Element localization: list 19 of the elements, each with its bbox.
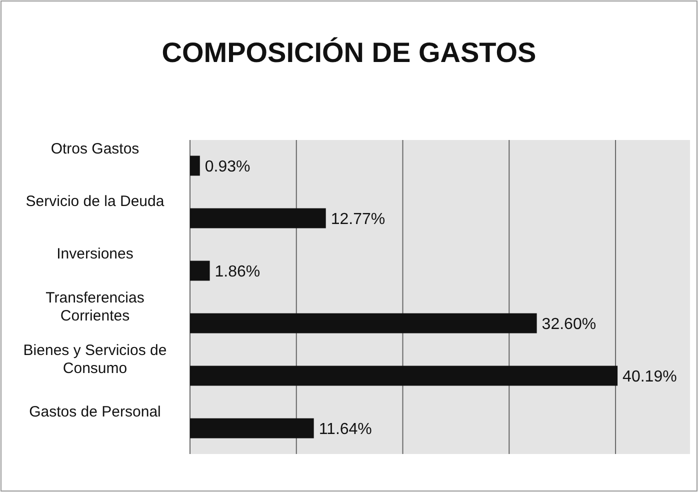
bar (190, 418, 314, 438)
y-tick-label: Bienes y Servicios de Consumo (23, 342, 167, 377)
data-label: 0.93% (204, 158, 250, 176)
bar (190, 366, 618, 386)
data-label: 12.77% (330, 210, 386, 228)
data-label: 32.60% (542, 316, 596, 333)
bar (190, 156, 200, 176)
bar (190, 313, 537, 334)
bar (190, 208, 326, 228)
y-tick-label: Gastos de Personal (29, 403, 161, 420)
data-label: 11.64% (318, 420, 372, 438)
y-tick-label: Inversiones (56, 246, 134, 263)
y-tick-label: Transferencias Corrientes (46, 289, 144, 324)
data-label: 1.86% (214, 263, 260, 280)
bar (190, 260, 210, 281)
y-tick-label: Otros Gastos (50, 140, 140, 158)
data-label: 40.19% (622, 368, 677, 386)
chart-title: COMPOSICIÓN DE GASTOS (162, 37, 536, 68)
y-tick-label: Servicio de la Deuda (26, 193, 165, 210)
